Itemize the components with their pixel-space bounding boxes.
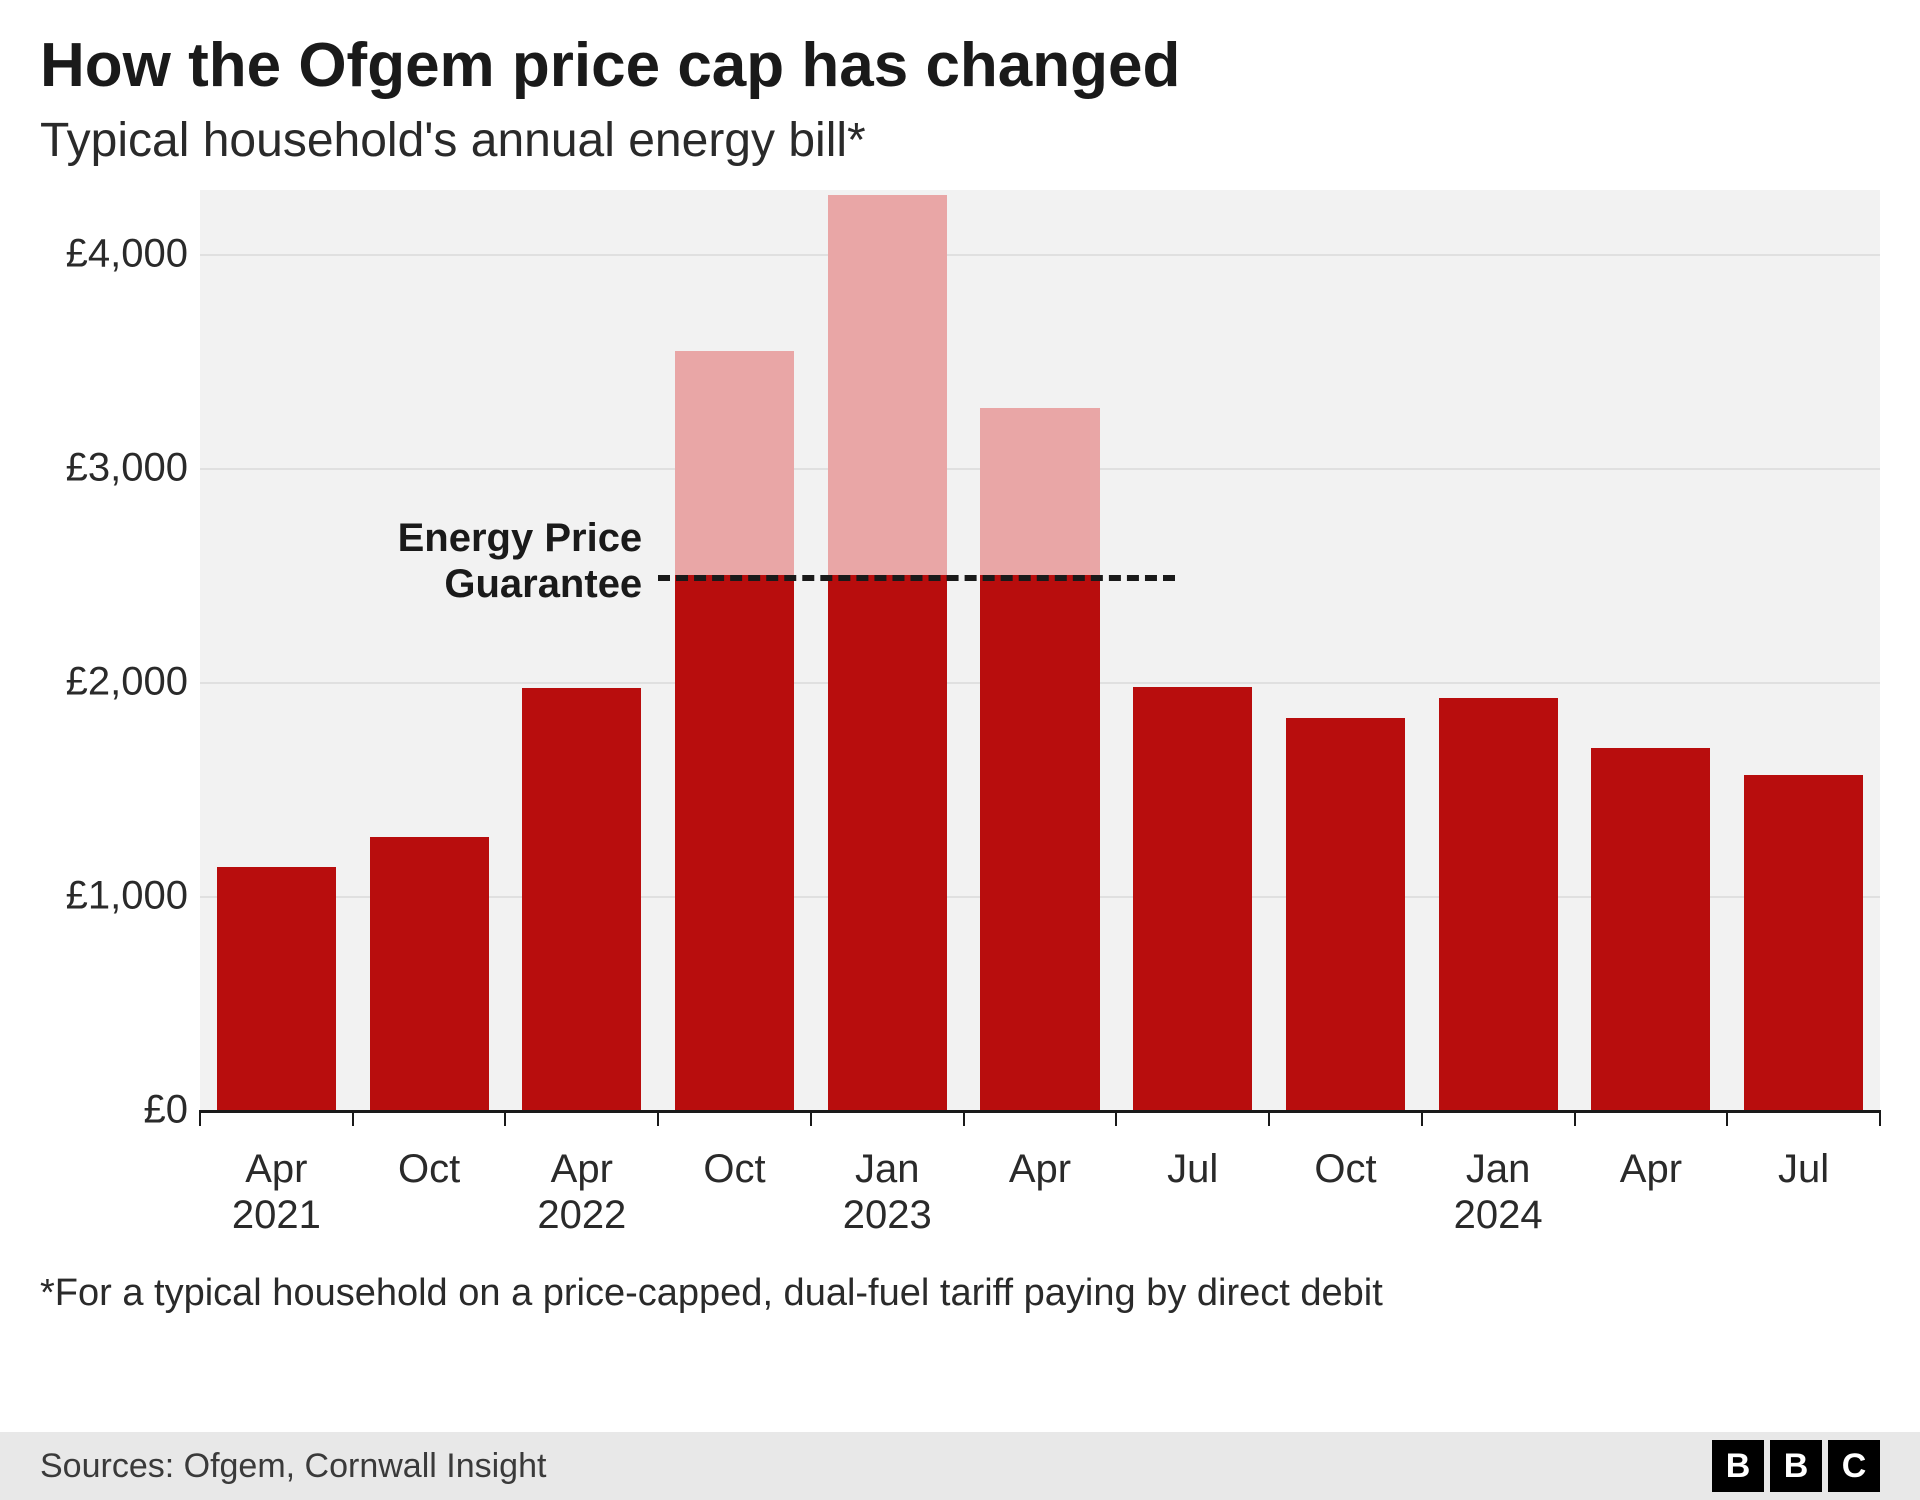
x-tick-label: Apr2022 bbox=[537, 1146, 626, 1238]
bar bbox=[1286, 190, 1405, 1110]
x-tick bbox=[963, 1110, 965, 1126]
chart-subtitle: Typical household's annual energy bill* bbox=[40, 113, 1880, 168]
x-tick-label: Jul bbox=[1778, 1146, 1829, 1192]
x-tick-label: Apr2021 bbox=[232, 1146, 321, 1238]
x-tick-label: Oct bbox=[398, 1146, 460, 1192]
x-tick bbox=[199, 1110, 201, 1126]
x-tick bbox=[504, 1110, 506, 1126]
bar bbox=[1591, 190, 1710, 1110]
bars-group bbox=[200, 190, 1880, 1110]
bar-paid-segment bbox=[522, 688, 641, 1110]
x-tick bbox=[1879, 1110, 1881, 1126]
x-tick bbox=[1115, 1110, 1117, 1126]
bar bbox=[1439, 190, 1558, 1110]
bbc-logo: BBC bbox=[1712, 1440, 1880, 1492]
sources-text: Sources: Ofgem, Cornwall Insight bbox=[40, 1447, 546, 1486]
bar-paid-segment bbox=[675, 575, 794, 1110]
x-axis-labels: Apr2021 Oct Apr2022 Oct Jan2023 Apr Jul Oct Jan2… bbox=[200, 1146, 1880, 1256]
bar bbox=[217, 190, 336, 1110]
bar bbox=[370, 190, 489, 1110]
plot-area: £0£1,000£2,000£3,000£4,000Energy PriceGu… bbox=[200, 190, 1880, 1110]
bar bbox=[828, 190, 947, 1110]
y-tick-label: £2,000 bbox=[66, 660, 188, 705]
x-tick-label: Apr bbox=[1620, 1146, 1682, 1192]
bar bbox=[675, 190, 794, 1110]
bar bbox=[522, 190, 641, 1110]
chart-container: How the Ofgem price cap has changed Typi… bbox=[0, 0, 1920, 1500]
x-tick-label: Jan2023 bbox=[843, 1146, 932, 1238]
x-tick-label: Jul bbox=[1167, 1146, 1218, 1192]
bar bbox=[1744, 190, 1863, 1110]
x-tick-label: Jan2024 bbox=[1454, 1146, 1543, 1238]
bar-paid-segment bbox=[1133, 687, 1252, 1110]
x-tick-label: Oct bbox=[703, 1146, 765, 1192]
x-tick bbox=[1574, 1110, 1576, 1126]
x-tick bbox=[657, 1110, 659, 1126]
x-tick-label: Oct bbox=[1314, 1146, 1376, 1192]
x-tick bbox=[810, 1110, 812, 1126]
chart-footnote: *For a typical household on a price-capp… bbox=[40, 1272, 1383, 1315]
bbc-logo-block: C bbox=[1828, 1440, 1880, 1492]
bar-paid-segment bbox=[1286, 718, 1405, 1110]
chart-title: How the Ofgem price cap has changed bbox=[40, 30, 1880, 101]
bar-paid-segment bbox=[1591, 748, 1710, 1110]
y-tick-label: £4,000 bbox=[66, 232, 188, 277]
x-tick-label: Apr bbox=[1009, 1146, 1071, 1192]
y-tick-label: £3,000 bbox=[66, 446, 188, 491]
bar-paid-segment bbox=[370, 837, 489, 1110]
bar-paid-segment bbox=[217, 867, 336, 1110]
bar-paid-segment bbox=[828, 575, 947, 1110]
x-tick bbox=[1421, 1110, 1423, 1126]
y-tick-label: £0 bbox=[144, 1088, 189, 1133]
y-tick-label: £1,000 bbox=[66, 874, 188, 919]
bar bbox=[1133, 190, 1252, 1110]
epg-label-line1: Energy Price bbox=[398, 516, 643, 560]
bar-paid-segment bbox=[1439, 698, 1558, 1111]
footer-bar: Sources: Ofgem, Cornwall Insight BBC bbox=[0, 1432, 1920, 1500]
x-axis-line bbox=[200, 1110, 1880, 1113]
bar-paid-segment bbox=[1744, 775, 1863, 1110]
bbc-logo-block: B bbox=[1770, 1440, 1822, 1492]
x-tick bbox=[1268, 1110, 1270, 1126]
x-tick bbox=[1726, 1110, 1728, 1126]
bar-paid-segment bbox=[980, 575, 1099, 1110]
bar bbox=[980, 190, 1099, 1110]
energy-price-guarantee-line bbox=[658, 575, 1175, 581]
bbc-logo-block: B bbox=[1712, 1440, 1764, 1492]
epg-label-line2: Guarantee bbox=[444, 562, 642, 606]
energy-price-guarantee-label: Energy PriceGuarantee bbox=[398, 515, 643, 607]
x-tick bbox=[352, 1110, 354, 1126]
